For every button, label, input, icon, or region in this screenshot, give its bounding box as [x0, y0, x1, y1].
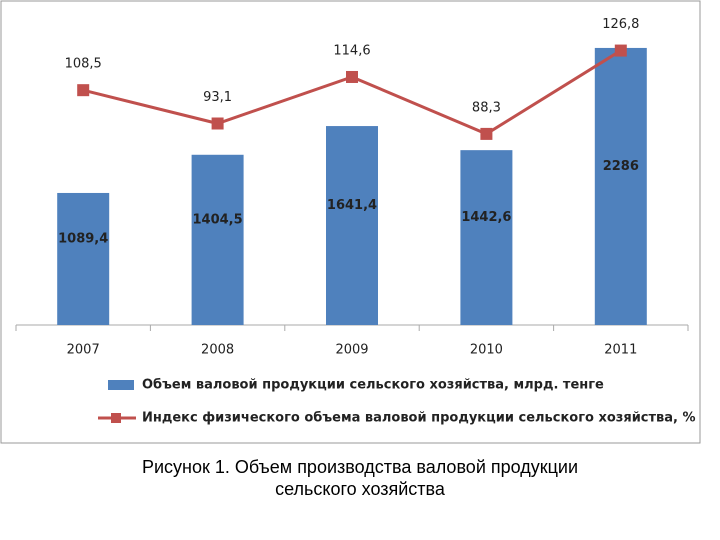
bar-value-label: 2286	[603, 159, 639, 174]
x-tick-label: 2010	[470, 343, 503, 358]
bar	[460, 150, 513, 325]
legend-swatch	[108, 380, 134, 390]
caption: Рисунок 1. Объем производства валовой пр…	[142, 457, 578, 477]
line-value-label: 126,8	[602, 17, 639, 32]
bar	[326, 126, 378, 325]
x-tick-label: 2008	[201, 343, 234, 358]
bar	[57, 192, 110, 325]
x-tick-label: 2009	[335, 343, 368, 358]
line-value-label: 93,1	[203, 90, 232, 105]
line-value-label: 108,5	[65, 57, 102, 72]
line-value-label: 88,3	[472, 100, 501, 115]
line-marker	[211, 117, 224, 130]
x-tick-label: 2011	[604, 343, 637, 358]
bar-value-label: 1442,6	[461, 210, 511, 225]
bar	[594, 47, 647, 325]
line-marker	[346, 70, 358, 83]
bar	[191, 154, 244, 325]
line-marker	[480, 127, 493, 140]
bar-value-label: 1089,4	[58, 231, 108, 246]
caption: сельского хозяйства	[275, 479, 446, 499]
x-tick-label: 2007	[67, 343, 100, 358]
bar-value-label: 1641,4	[327, 198, 377, 213]
legend-label: Индекс физического объема валовой продук…	[142, 411, 696, 426]
legend-swatch	[111, 413, 121, 423]
line-marker	[77, 84, 90, 97]
legend-label: Объем валовой продукции сельского хозяйс…	[142, 378, 604, 393]
line-marker	[614, 44, 627, 57]
bar-value-label: 1404,5	[193, 212, 243, 227]
line-value-label: 114,6	[333, 43, 370, 58]
